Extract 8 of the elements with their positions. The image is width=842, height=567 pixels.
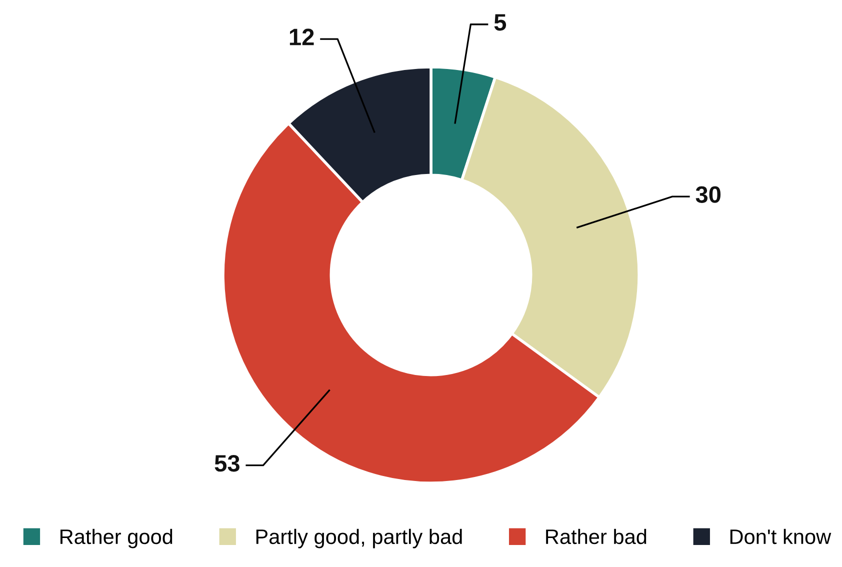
- data-label: 53: [214, 454, 240, 472]
- data-label: 12: [290, 28, 314, 46]
- legend-label: Rather good: [60, 528, 172, 548]
- legend-label: Partly good, partly bad: [256, 528, 462, 548]
- data-label: 30: [696, 186, 721, 203]
- data-label: 5: [494, 14, 506, 31]
- legend-label: Don't know: [730, 528, 832, 544]
- legend-label: Rather bad: [546, 528, 646, 544]
